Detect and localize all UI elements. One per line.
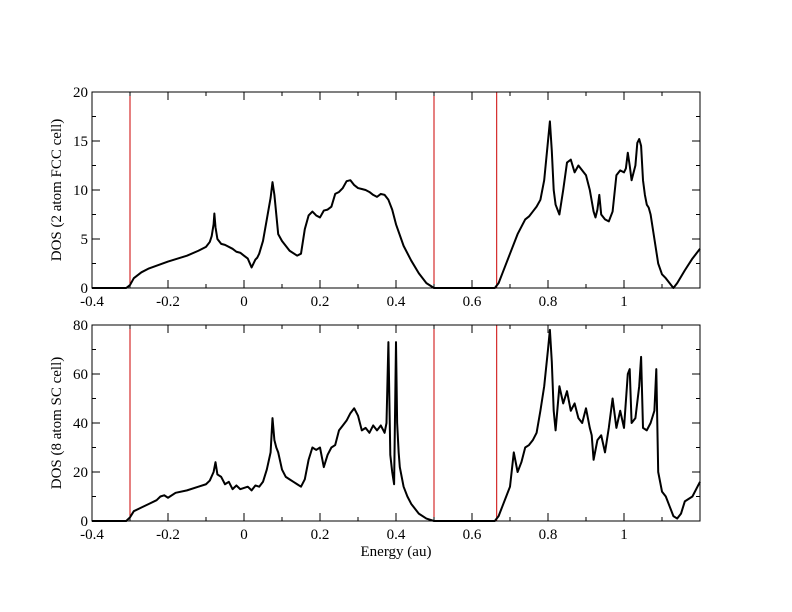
y-axis-title: DOS (8 atom SC cell) (49, 357, 65, 490)
y-tick-label: 40 (73, 416, 88, 432)
x-tick-label: -0.2 (156, 294, 180, 310)
x-tick-label: -0.2 (156, 527, 180, 543)
x-tick-label: 0.6 (463, 294, 482, 310)
x-tick-label: 0.6 (463, 527, 482, 543)
y-tick-label: 20 (73, 465, 88, 481)
y-tick-label: 15 (73, 134, 88, 150)
reference-lines (129, 325, 498, 521)
dos-curve (92, 120, 701, 289)
x-tick-label: -0.4 (80, 527, 104, 543)
y-tick-label: 60 (73, 367, 88, 383)
x-axis-ticks: -0.4 -0.2 0 0.2 0.4 0.6 0.8 1 (80, 92, 663, 310)
x-tick-label: 1 (620, 294, 628, 310)
x-axis-title: Energy (au) (361, 544, 432, 560)
y-axis-title: DOS (2 atom FCC cell) (49, 119, 65, 262)
y-tick-label: 20 (73, 85, 88, 101)
y-axis-ticks: 0 20 40 60 80 (73, 318, 700, 530)
x-tick-label: -0.4 (80, 294, 104, 310)
x-tick-label: 0.4 (387, 294, 406, 310)
x-tick-label: 0.8 (539, 294, 558, 310)
y-tick-label: 0 (81, 514, 89, 530)
x-tick-label: 0.2 (311, 527, 330, 543)
dos-series-line (92, 328, 701, 522)
x-tick-label: 0.2 (311, 294, 330, 310)
reference-lines (129, 92, 498, 288)
y-tick-label: 10 (73, 183, 88, 199)
x-tick-label: 0.4 (387, 527, 406, 543)
x-tick-label: 1 (620, 527, 628, 543)
x-tick-label: 0.8 (539, 527, 558, 543)
x-tick-label: 0 (240, 527, 248, 543)
y-axis-ticks: 0 5 10 15 20 (73, 85, 700, 297)
y-tick-label: 5 (81, 232, 89, 248)
y-tick-label: 80 (73, 318, 88, 334)
dos-curve (92, 328, 701, 522)
x-axis-ticks: -0.4 -0.2 0 0.2 0.4 0.6 0.8 1 (80, 325, 663, 543)
x-tick-label: 0 (240, 294, 248, 310)
dos-series-line (92, 120, 701, 289)
y-tick-label: 0 (81, 281, 89, 297)
panel-fcc-dos: -0.4 -0.2 0 0.2 0.4 0.6 0.8 1 0 5 10 15 20 DOS (2 a… (49, 85, 701, 310)
panel-sc-dos: -0.4 -0.2 0 0.2 0.4 0.6 0.8 1 0 20 40 60 80 DOS (8 … (49, 318, 701, 560)
